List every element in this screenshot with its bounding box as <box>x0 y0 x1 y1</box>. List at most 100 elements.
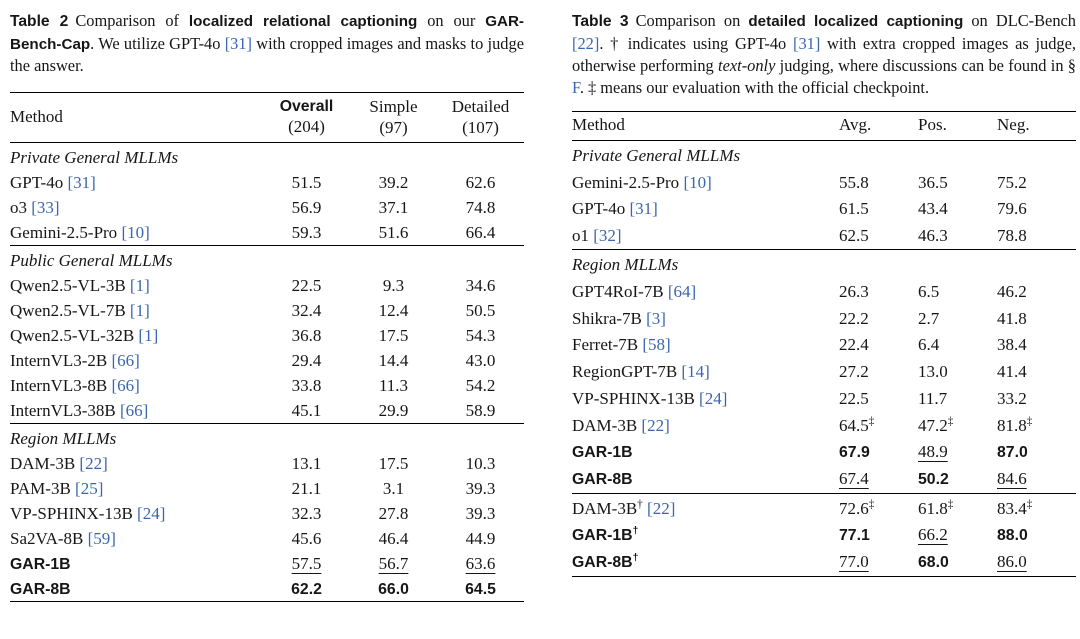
table-row: InternVL3-38B [66] 45.1 29.9 58.9 <box>10 398 524 424</box>
table-row: VP-SPHINX-13B [24] 32.3 27.8 39.3 <box>10 501 524 526</box>
method-name: GPT-4o <box>572 199 626 219</box>
table-row: Qwen2.5-VL-3B [1] 22.5 9.3 34.6 <box>10 273 524 298</box>
table-body: Private General MLLMs GPT-4o [31] 51.5 39.2… <box>10 142 524 602</box>
value-cell: 32.3 <box>263 501 350 526</box>
caption-text: detailed localized captioning <box>748 13 964 30</box>
value-cell: 22.2 <box>839 305 918 332</box>
column-header: Overall (204) <box>263 92 350 144</box>
citation-link[interactable]: [22] <box>79 453 108 473</box>
method-name: VP-SPHINX-13B <box>10 503 133 523</box>
citation-link[interactable]: [1] <box>138 325 159 345</box>
column-header-count: (107) <box>462 117 499 137</box>
section-header-row: Public General MLLMs <box>10 245 524 274</box>
metric-value: 51.5 <box>291 172 322 192</box>
method-name: Sa2VA-8B <box>10 528 84 548</box>
value-cell: 62.5 <box>839 223 918 250</box>
citation-link[interactable]: F <box>572 77 580 97</box>
table-row: RegionGPT-7B [14] 27.2 13.0 41.4 <box>572 359 1076 386</box>
citation-link[interactable]: [31] <box>224 33 253 53</box>
value-cell: 66.2 <box>918 522 997 549</box>
metric-value: 87.0 <box>997 444 1028 462</box>
metric-value: 83.4 <box>997 498 1027 518</box>
citation-link[interactable]: [22] <box>641 415 670 435</box>
value-cell: 43.4 <box>918 196 997 223</box>
table3-caption: Table 3 Comparison on detailed localized … <box>572 10 1076 99</box>
citation-link[interactable]: [64] <box>667 281 697 301</box>
method-name: DAM-3B <box>10 453 76 473</box>
value-cell: 45.1 <box>263 398 350 424</box>
value-cell: 67.4 <box>839 466 918 493</box>
metric-value: 61.5 <box>839 199 869 219</box>
value-cell: 12.4 <box>350 298 437 323</box>
value-cell: 54.2 <box>437 373 524 398</box>
citation-link[interactable]: [59] <box>87 528 116 548</box>
method-cell: PAM-3B [25] <box>10 476 263 501</box>
metric-value: 26.3 <box>839 281 869 301</box>
metric-value: 77.1 <box>839 527 870 545</box>
method-name: VP-SPHINX-13B <box>572 388 695 408</box>
method-cell: Gemini-2.5-Pro [10] <box>572 169 839 196</box>
column-header: Avg. <box>839 111 918 142</box>
citation-link[interactable]: [32] <box>593 226 622 246</box>
table-row: Sa2VA-8B [59] 45.6 46.4 44.9 <box>10 526 524 551</box>
citation-link[interactable]: [14] <box>681 362 710 382</box>
citation-link[interactable]: [1] <box>129 275 150 295</box>
citation-link[interactable]: [3] <box>646 308 666 328</box>
method-name: Qwen2.5-VL-7B <box>10 300 126 320</box>
value-cell: 36.8 <box>263 323 350 348</box>
caption-text: localized relational captioning <box>188 13 418 30</box>
metric-value: 41.4 <box>997 362 1027 382</box>
method-name: InternVL3-2B <box>10 350 108 370</box>
metric-value: 32.4 <box>291 300 322 320</box>
citation-link[interactable]: [24] <box>699 388 728 408</box>
citation-link[interactable]: [33] <box>31 197 60 217</box>
metric-value: 14.4 <box>378 350 409 370</box>
citation-link[interactable]: [31] <box>793 33 821 53</box>
metric-value: 44.9 <box>465 528 496 548</box>
value-cell: 14.4 <box>350 348 437 373</box>
method-name: GAR-8B <box>10 580 71 598</box>
caption-text: . ‡ means our evaluation with the offici… <box>579 77 930 97</box>
metric-value: 51.6 <box>378 222 409 242</box>
table-row: GAR-1B 67.9 48.9 87.0 <box>572 439 1076 466</box>
section-title: Region MLLMs <box>10 423 524 452</box>
citation-link[interactable]: [10] <box>121 222 150 242</box>
citation-link[interactable]: [25] <box>75 478 104 498</box>
metric-value: 11.3 <box>378 375 409 395</box>
citation-link[interactable]: [31] <box>67 172 96 192</box>
metric-value: 55.8 <box>839 172 869 192</box>
citation-link[interactable]: [58] <box>642 335 671 355</box>
method-name: Ferret-7B <box>572 335 639 355</box>
section-header-row: Region MLLMs <box>10 423 524 452</box>
value-cell: 41.8 <box>997 305 1076 332</box>
table-row: GPT-4o [31] 51.5 39.2 62.6 <box>10 170 524 195</box>
citation-link[interactable]: [66] <box>111 350 140 370</box>
method-cell: o1 [32] <box>572 223 839 250</box>
value-cell: 62.6 <box>437 170 524 195</box>
table3-panel: Table 3 Comparison on detailed localized … <box>572 10 1076 602</box>
citation-link[interactable]: [1] <box>129 300 150 320</box>
citation-link[interactable]: [31] <box>629 199 658 219</box>
citation-link[interactable]: [10] <box>683 172 712 192</box>
value-cell: 11.7 <box>918 385 997 412</box>
citation-link[interactable]: [24] <box>137 503 166 523</box>
column-header-label: Neg. <box>997 114 1030 134</box>
method-cell: InternVL3-38B [66] <box>10 398 263 424</box>
method-name: Qwen2.5-VL-3B <box>10 275 126 295</box>
value-cell: 77.0 <box>839 549 918 576</box>
method-cell: Qwen2.5-VL-3B [1] <box>10 273 263 298</box>
citation-link[interactable]: [66] <box>111 375 140 395</box>
metric-value: 22.5 <box>291 275 322 295</box>
table2-panel: Table 2 Comparison of localized relationa… <box>10 10 524 603</box>
metric-value: 56.9 <box>291 197 322 217</box>
metric-value: 37.1 <box>378 197 409 217</box>
table-row: Gemini-2.5-Pro [10] 55.8 36.5 75.2 <box>572 169 1076 196</box>
metric-value: 29.4 <box>291 350 322 370</box>
citation-link[interactable]: [22] <box>572 33 600 53</box>
method-cell: DAM-3B [22] <box>572 412 839 439</box>
citation-link[interactable]: [66] <box>120 400 149 420</box>
metric-value: 62.6 <box>465 172 496 192</box>
citation-link[interactable]: [22] <box>647 498 676 518</box>
value-cell: 43.0 <box>437 348 524 373</box>
metric-value: 45.1 <box>291 400 322 420</box>
